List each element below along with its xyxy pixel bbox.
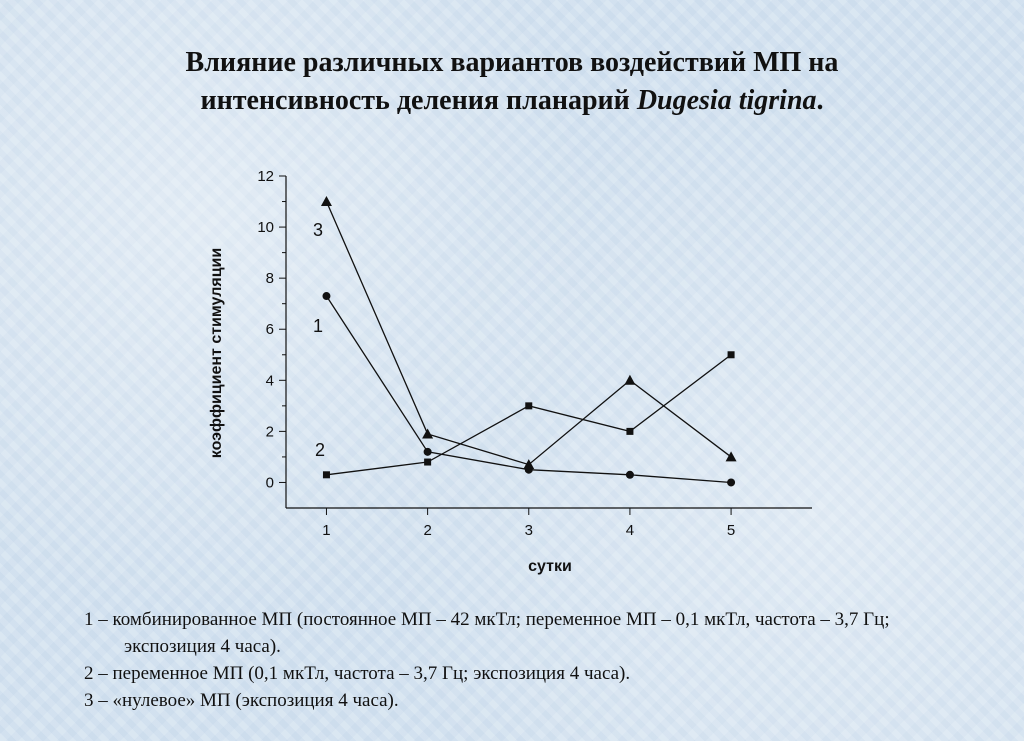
title-line-2-end: . xyxy=(816,85,824,116)
y-tick-label: 12 xyxy=(257,168,274,185)
x-tick-label: 5 xyxy=(727,522,735,539)
series-2-point xyxy=(525,402,533,410)
x-tick-label: 4 xyxy=(626,522,634,539)
series-2-line xyxy=(326,354,732,476)
series-1-line xyxy=(325,295,732,484)
y-tick-label: 2 xyxy=(266,423,274,440)
y-tick-label: 0 xyxy=(266,474,274,491)
y-tick-label: 4 xyxy=(266,372,274,389)
series-1-label: 1 xyxy=(313,316,323,336)
chart-series: 1 2 3 xyxy=(313,196,737,487)
y-tick-label: 6 xyxy=(266,321,274,338)
series-3-label: 3 xyxy=(313,220,323,240)
legend-item-3: 3 – «нулевое» МП (экспозиция 4 часа). xyxy=(84,690,399,711)
y-tick-label: 8 xyxy=(266,270,274,287)
x-tick-label: 2 xyxy=(423,522,431,539)
series-1-point xyxy=(322,292,331,301)
series-2-point xyxy=(322,471,330,479)
x-axis-title: сутки xyxy=(528,558,572,575)
legend-item-1: 1 – комбинированное МП (постоянное МП – … xyxy=(84,609,890,657)
series-1-point xyxy=(625,470,634,479)
series-3-point xyxy=(320,196,332,207)
y-tick-label: 10 xyxy=(257,219,274,236)
title-species-name: Dugesia tigrina xyxy=(636,85,817,116)
series-3-line xyxy=(325,201,732,466)
series-2-point xyxy=(727,351,735,359)
series-3-point xyxy=(422,428,434,439)
title-line-1: Влияние различных вариантов воздействий … xyxy=(185,47,839,78)
x-tick-label: 1 xyxy=(322,522,330,539)
title-line-2-text: интенсивность деления планарий xyxy=(200,85,637,116)
x-tick-label: 3 xyxy=(525,522,533,539)
series-legend: 1 – комбинированное МП (постоянное МП – … xyxy=(84,606,944,714)
series-2-point xyxy=(424,458,432,466)
y-axis-title: коэффициент стимуляции xyxy=(208,248,225,458)
series-1-point xyxy=(423,447,432,456)
title-line-2: интенсивность деления планарий Dugesia t… xyxy=(0,82,1024,120)
series-3-point xyxy=(523,459,535,470)
series-3-point xyxy=(624,374,636,385)
legend-item-2: 2 – переменное МП (0,1 мкТл, частота – 3… xyxy=(84,663,631,684)
series-3-point xyxy=(725,451,737,462)
series-2-point xyxy=(626,427,634,435)
series-1-point xyxy=(727,478,736,487)
series-2-label: 2 xyxy=(315,440,325,460)
page-title: Влияние различных вариантов воздействий … xyxy=(0,44,1024,120)
